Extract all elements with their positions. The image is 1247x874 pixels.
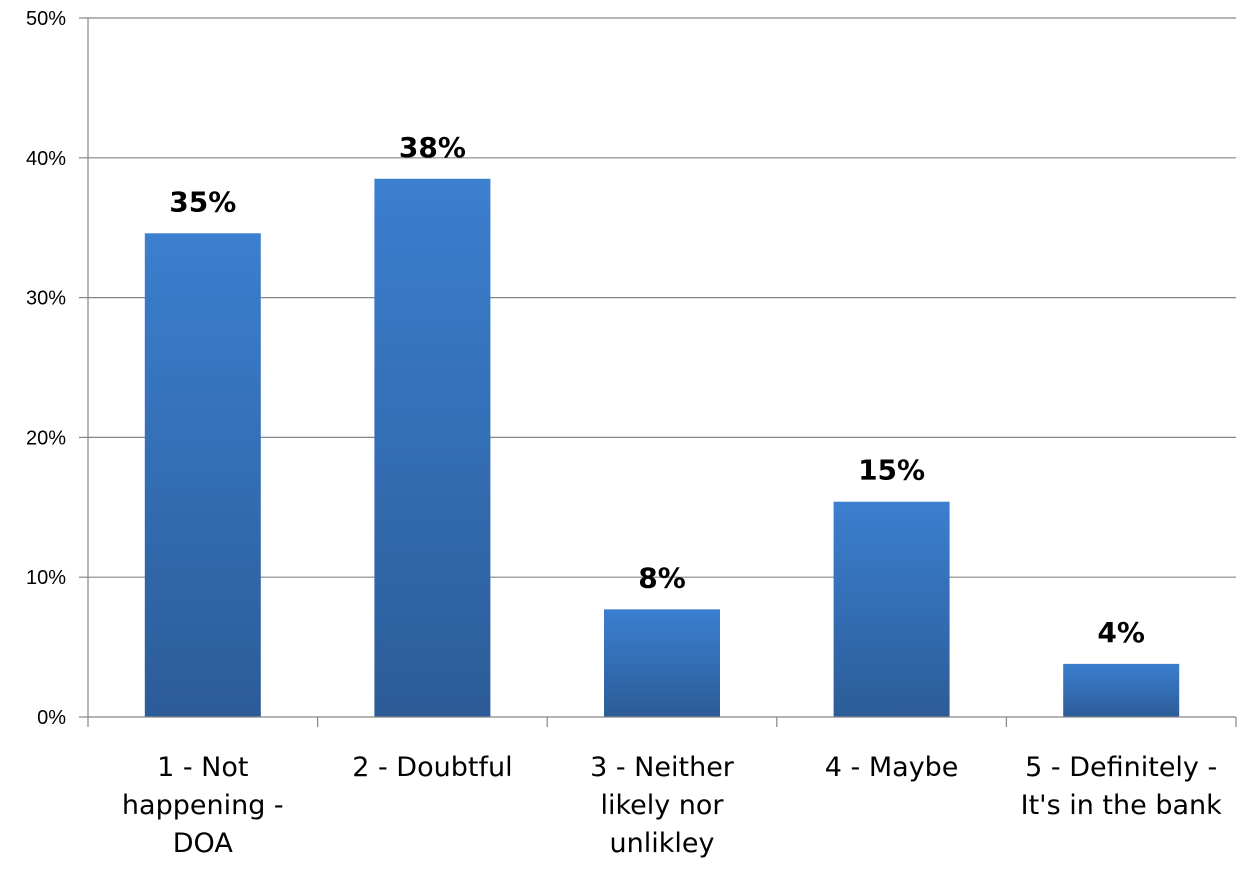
data-label: 35%	[169, 185, 236, 218]
bars	[144, 178, 1180, 718]
bar	[1063, 663, 1180, 717]
x-category-label: 4 - Maybe	[825, 752, 959, 783]
x-category-label: 3 - Neither likely nor unlikley	[590, 752, 735, 859]
bar	[604, 609, 720, 717]
data-label: 15%	[858, 454, 925, 487]
x-category-label: 5 - Definitely -It's in the bank	[1021, 752, 1223, 821]
y-tick-label: 10%	[26, 567, 66, 589]
x-category-label: 2 - Doubtful	[352, 752, 512, 783]
y-tick-label: 40%	[26, 148, 66, 170]
y-tick-label: 20%	[26, 427, 66, 449]
x-category-label: 1 - Not happening -DOA	[122, 752, 284, 859]
y-tick-label: 50%	[26, 8, 66, 30]
y-tick-label: 0%	[37, 707, 66, 729]
labels: 0% 10% 20% 30% 40% 50% 35% 1 - Not happening -DO…	[26, 8, 1222, 859]
data-label: 8%	[638, 561, 686, 594]
bar	[374, 178, 491, 717]
data-label: 38%	[399, 131, 466, 164]
data-label: 4%	[1097, 616, 1145, 649]
bar	[144, 233, 261, 718]
bar	[833, 501, 950, 717]
y-tick-label: 30%	[26, 288, 66, 310]
axes	[79, 17, 1237, 727]
gridlines	[88, 17, 1236, 578]
